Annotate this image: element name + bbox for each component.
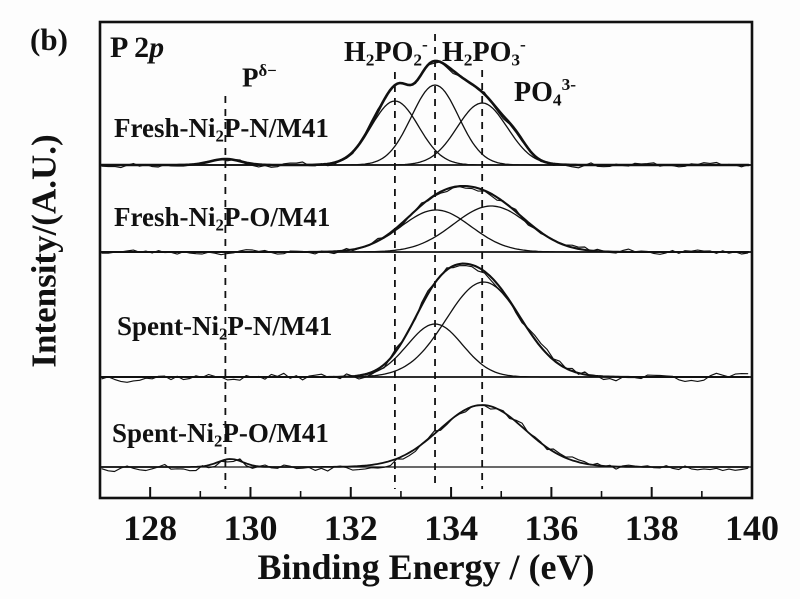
sample-label-sub: 2 (214, 431, 223, 451)
peak-label-h2po3-sub1: 2 (463, 50, 473, 70)
raw-spectrum-panel-3 (101, 404, 749, 473)
sample-label-text: P-N/M41 (227, 311, 333, 341)
sample-label-text: P-O/M41 (223, 202, 331, 232)
raw-spectrum-panel-1 (101, 186, 749, 256)
sample-label-text: Spent-Ni (117, 311, 220, 341)
sample-label-fresh-ni2p-o: Fresh-Ni2P-O/M41 (114, 204, 330, 234)
region-label-p2p: P 2p (110, 33, 164, 63)
peak-label-h2po2: H2PO2- (344, 36, 428, 69)
peak-label-po4-sup: 3- (561, 75, 577, 94)
peak-label-po4-sub1: 4 (552, 90, 562, 110)
sample-label-fresh-ni2p-n: Fresh-Ni2P-N/M41 (114, 115, 329, 145)
sample-label-sub: 2 (215, 215, 224, 235)
x-tick-label-136: 136 (524, 508, 578, 548)
sample-label-spent-ni2p-o: Spent-Ni2P-O/M41 (112, 420, 329, 450)
region-label-italic: p (149, 31, 165, 64)
x-tick-label-130: 130 (223, 508, 277, 548)
peak-label-h2po3-sub2: 3 (511, 50, 521, 70)
peak-label-h2po3-sup: - (520, 35, 526, 54)
plot-frame (98, 20, 754, 500)
x-axis-title: Binding Energy / (eV) (257, 547, 595, 587)
peak-label-p-delta-sup: δ− (258, 61, 277, 80)
peak-label-p-delta: Pδ− (242, 61, 277, 93)
sample-label-text: P-N/M41 (223, 113, 329, 143)
peak-label-h2po2-sub2: 2 (413, 50, 423, 70)
sample-label-spent-ni2p-n: Spent-Ni2P-N/M41 (117, 313, 332, 343)
raw-spectrum-panel-0 (101, 61, 749, 169)
peak-label-h2po3-t1: H (442, 36, 464, 68)
x-tick-label-132: 132 (324, 508, 378, 548)
peak-label-po4-t1: PO (514, 76, 553, 108)
raw-spectrum-panel-2 (101, 265, 749, 383)
peak-label-h2po2-sub1: 2 (365, 50, 375, 70)
sample-label-sub: 2 (215, 126, 224, 146)
x-tick-label-138: 138 (625, 508, 679, 548)
x-tick-label-134: 134 (424, 508, 478, 548)
sample-label-text: P-O/M41 (222, 418, 329, 448)
y-axis-title: Intensity/(A.U.) (24, 134, 64, 368)
sample-label-sub: 2 (219, 324, 228, 344)
fit-envelope-panel-2 (100, 262, 750, 379)
region-label-base: P 2 (110, 31, 150, 64)
peak-label-h2po2-sup: - (422, 35, 428, 54)
peak-label-po4: PO43- (514, 76, 576, 109)
sample-label-text: Fresh-Ni (114, 202, 216, 232)
x-tick-label-128: 128 (123, 508, 177, 548)
peak-label-h2po2-t2: PO (374, 36, 414, 68)
x-tick-label-140: 140 (725, 508, 779, 548)
peak-label-h2po2-t1: H (344, 36, 366, 68)
figure-panel-tag: (b) (30, 22, 68, 57)
peak-label-h2po3: H2PO3- (442, 36, 526, 69)
sample-label-text: Fresh-Ni (114, 113, 216, 143)
peak-label-h2po3-t2: PO (472, 36, 512, 68)
sample-label-text: Spent-Ni (112, 418, 215, 448)
peak-label-p-delta-base: P (242, 62, 259, 93)
